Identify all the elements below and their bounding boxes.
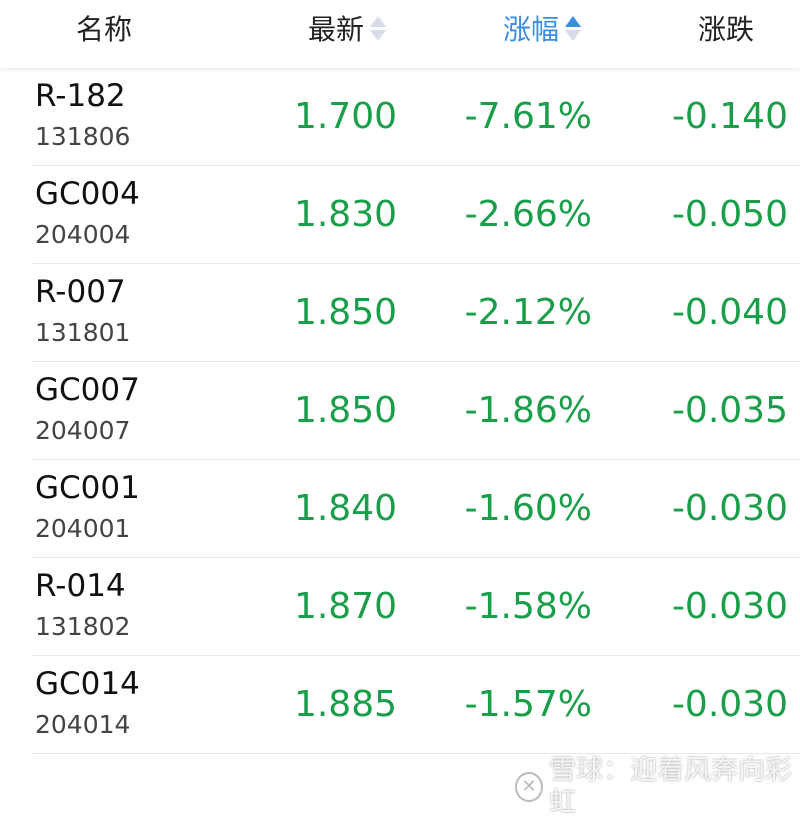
header-name: 名称 <box>76 8 132 48</box>
change-amount: -0.030 <box>671 488 788 529</box>
snowball-logo-icon: ✕ <box>515 772 544 802</box>
table-row[interactable]: R-182 131806 1.700 -7.61% -0.140 <box>0 68 800 166</box>
quote-list: R-182 131806 1.700 -7.61% -0.140 GC004 20… <box>0 68 800 754</box>
security-code: 131806 <box>35 122 131 151</box>
table-row[interactable]: R-007 131801 1.850 -2.12% -0.040 <box>0 264 800 362</box>
table-row[interactable]: R-014 131802 1.870 -1.58% -0.030 <box>0 558 800 656</box>
latest-price: 1.700 <box>293 96 397 137</box>
change-percent: -2.12% <box>464 292 592 333</box>
security-code: 204001 <box>35 514 131 543</box>
change-amount: -0.030 <box>671 684 788 725</box>
security-code: 204014 <box>35 710 131 739</box>
latest-price: 1.830 <box>293 194 397 235</box>
change-percent: -1.60% <box>464 488 592 529</box>
security-name: GC004 <box>35 176 140 212</box>
table-row[interactable]: GC014 204014 1.885 -1.57% -0.030 <box>0 656 800 754</box>
change-amount: -0.050 <box>671 194 788 235</box>
security-code: 131802 <box>35 612 131 641</box>
change-percent: -1.57% <box>464 684 592 725</box>
sort-icon <box>370 15 387 41</box>
change-percent: -1.58% <box>464 586 592 627</box>
latest-price: 1.840 <box>293 488 397 529</box>
change-percent: -7.61% <box>464 96 592 137</box>
security-code: 204004 <box>35 220 131 249</box>
latest-price: 1.885 <box>293 684 397 725</box>
watermark-text: 雪球：迎着风奔向彩虹 <box>549 755 793 818</box>
security-name: GC001 <box>35 470 140 506</box>
change-amount: -0.140 <box>671 96 788 137</box>
latest-price: 1.850 <box>293 292 397 333</box>
sort-ascending-icon <box>565 15 582 41</box>
header-change-pct-sort[interactable]: 涨幅 <box>503 8 582 48</box>
change-amount: -0.030 <box>671 586 788 627</box>
header-change-label: 涨跌 <box>698 13 755 46</box>
change-amount: -0.040 <box>671 292 788 333</box>
change-percent: -2.66% <box>464 194 592 235</box>
watermark: ✕ 雪球：迎着风奔向彩虹 <box>515 755 800 818</box>
security-name: R-014 <box>35 568 126 604</box>
header-name-label: 名称 <box>76 13 133 46</box>
security-code: 204007 <box>35 416 131 445</box>
header-latest-label: 最新 <box>308 13 365 46</box>
table-row[interactable]: GC001 204001 1.840 -1.60% -0.030 <box>0 460 800 558</box>
security-name: GC007 <box>35 372 140 408</box>
table-row[interactable]: GC007 204007 1.850 -1.86% -0.035 <box>0 362 800 460</box>
header-latest-sort[interactable]: 最新 <box>308 8 387 48</box>
table-header: 名称 最新 涨幅 涨跌 <box>0 0 800 68</box>
security-code: 131801 <box>35 318 131 347</box>
latest-price: 1.850 <box>293 390 397 431</box>
security-name: R-182 <box>35 78 126 114</box>
security-name: GC014 <box>35 666 140 702</box>
header-change[interactable]: 涨跌 <box>698 8 754 48</box>
security-name: R-007 <box>35 274 126 310</box>
change-amount: -0.035 <box>671 390 788 431</box>
latest-price: 1.870 <box>293 586 397 627</box>
table-row[interactable]: GC004 204004 1.830 -2.66% -0.050 <box>0 166 800 264</box>
header-change-pct-label: 涨幅 <box>503 13 560 46</box>
change-percent: -1.86% <box>464 390 592 431</box>
